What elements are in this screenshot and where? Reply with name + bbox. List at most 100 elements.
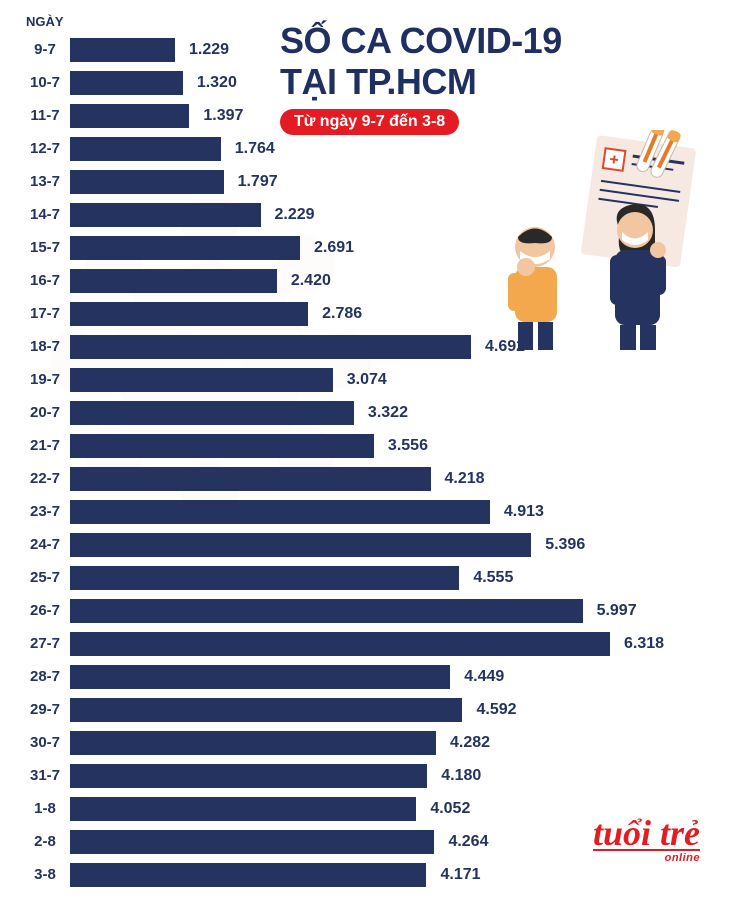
date-label: 13-7 [20, 173, 70, 190]
bar [70, 500, 490, 524]
value-label: 3.322 [368, 404, 408, 422]
bar [70, 137, 221, 161]
date-label: 23-7 [20, 503, 70, 520]
bar-wrapper: 6.318 [70, 632, 710, 656]
date-label: 22-7 [20, 470, 70, 487]
bar-wrapper: 4.171 [70, 863, 710, 887]
bar [70, 632, 610, 656]
title-line2: TẠI TP.HCM [280, 61, 476, 102]
column-header: NGÀY [26, 14, 710, 29]
date-label: 21-7 [20, 437, 70, 454]
value-label: 4.555 [473, 569, 513, 587]
date-label: 1-8 [20, 800, 70, 817]
chart-row: 22-74.218 [20, 462, 710, 495]
infographic-container: SỐ CA COVID-19 TẠI TP.HCM Từ ngày 9-7 đế… [0, 0, 730, 912]
date-label: 31-7 [20, 767, 70, 784]
value-label: 3.556 [388, 437, 428, 455]
logo-main: tuổi trẻ [593, 817, 700, 849]
bar [70, 104, 189, 128]
date-label: 19-7 [20, 371, 70, 388]
subtitle-pill: Từ ngày 9-7 đến 3-8 [280, 109, 459, 135]
value-label: 5.396 [545, 536, 585, 554]
chart-row: 21-7 3.556 [20, 429, 710, 462]
bar [70, 698, 462, 722]
bar [70, 599, 583, 623]
chart-row: 26-75.997 [20, 594, 710, 627]
date-label: 11-7 [20, 107, 70, 124]
value-label: 6.318 [624, 635, 664, 653]
bar [70, 302, 308, 326]
value-label: 2.420 [291, 272, 331, 290]
bar [70, 236, 300, 260]
bar [70, 38, 175, 62]
date-label: 9-7 [20, 41, 70, 58]
date-label: 29-7 [20, 701, 70, 718]
value-label: 2.229 [275, 206, 315, 224]
people-graphic [470, 130, 700, 350]
value-label: 1.320 [197, 74, 237, 92]
bar [70, 797, 416, 821]
value-label: 2.691 [314, 239, 354, 257]
bar [70, 731, 436, 755]
date-label: 27-7 [20, 635, 70, 652]
date-label: 3-8 [20, 866, 70, 883]
bar-wrapper: 5.997 [70, 599, 710, 623]
chart-row: 29-7 4.592 [20, 693, 710, 726]
bar [70, 764, 427, 788]
value-label: 4.282 [450, 734, 490, 752]
date-label: 12-7 [20, 140, 70, 157]
date-label: 24-7 [20, 536, 70, 553]
value-label: 4.180 [441, 767, 481, 785]
chart-row: 27-7 6.318 [20, 627, 710, 660]
source-logo: tuổi trẻ online [593, 817, 700, 864]
bar-wrapper: 5.396 [70, 533, 710, 557]
value-label: 4.171 [440, 866, 480, 884]
value-label: 2.786 [322, 305, 362, 323]
value-label: 4.052 [430, 800, 470, 818]
bar [70, 566, 459, 590]
value-label: 1.229 [189, 41, 229, 59]
bar-wrapper: 4.282 [70, 731, 710, 755]
value-label: 4.592 [476, 701, 516, 719]
header: SỐ CA COVID-19 TẠI TP.HCM Từ ngày 9-7 đế… [280, 20, 710, 135]
bar-wrapper: 4.592 [70, 698, 710, 722]
bar-wrapper: 4.180 [70, 764, 710, 788]
date-label: 18-7 [20, 338, 70, 355]
bar-wrapper: 4.913 [70, 500, 710, 524]
bar [70, 401, 354, 425]
bar [70, 533, 531, 557]
chart-row: 24-7 5.396 [20, 528, 710, 561]
value-label: 1.397 [203, 107, 243, 125]
bar [70, 269, 277, 293]
bar [70, 434, 374, 458]
value-label: 3.074 [347, 371, 387, 389]
bar [70, 830, 434, 854]
bar [70, 863, 426, 887]
bar-wrapper: 3.074 [70, 368, 710, 392]
bar [70, 170, 224, 194]
bar-wrapper: 3.322 [70, 401, 710, 425]
bar [70, 71, 183, 95]
chart-row: 28-7 4.449 [20, 660, 710, 693]
date-label: 2-8 [20, 833, 70, 850]
bar [70, 368, 333, 392]
date-label: 17-7 [20, 305, 70, 322]
bar [70, 665, 450, 689]
date-label: 16-7 [20, 272, 70, 289]
bar [70, 467, 431, 491]
bar [70, 335, 471, 359]
date-label: 28-7 [20, 668, 70, 685]
bar-wrapper: 4.555 [70, 566, 710, 590]
date-label: 30-7 [20, 734, 70, 751]
date-label: 20-7 [20, 404, 70, 421]
date-label: 26-7 [20, 602, 70, 619]
chart-row: 23-74.913 [20, 495, 710, 528]
date-label: 25-7 [20, 569, 70, 586]
bar-wrapper: 4.449 [70, 665, 710, 689]
value-label: 4.449 [464, 668, 504, 686]
value-label: 1.797 [238, 173, 278, 191]
bar [70, 203, 261, 227]
subtitle-text: Từ ngày 9-7 đến 3-8 [294, 113, 445, 130]
chart-row: 25-7 4.555 [20, 561, 710, 594]
bar-wrapper: 4.218 [70, 467, 710, 491]
